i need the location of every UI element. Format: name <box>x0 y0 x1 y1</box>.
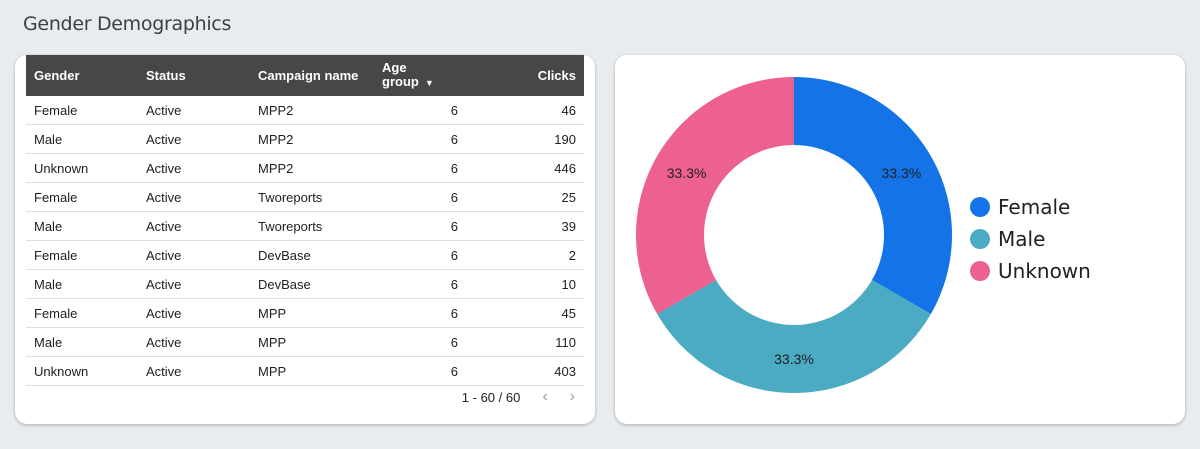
cell-clicks: 403 <box>466 356 584 386</box>
table-row[interactable]: Female Active MPP 6 45 <box>26 298 584 328</box>
pagination-range: 1 - 60 / 60 <box>461 389 521 405</box>
cell-gender: Unknown <box>26 153 138 183</box>
cell-age-group: 6 <box>374 153 466 183</box>
table-row[interactable]: Unknown Active MPP 6 403 <box>26 356 584 386</box>
cell-clicks: 110 <box>466 327 584 357</box>
legend-swatch <box>970 261 990 281</box>
table-row[interactable]: Female Active MPP2 6 46 <box>26 96 584 125</box>
cell-gender: Female <box>26 240 138 270</box>
table-row[interactable]: Unknown Active MPP2 6 446 <box>26 153 584 183</box>
cell-gender: Male <box>26 327 138 357</box>
cell-gender: Male <box>26 211 138 241</box>
cell-status: Active <box>138 298 250 328</box>
chart-legend: Female Male Unknown <box>970 191 1091 287</box>
table-row[interactable]: Female Active DevBase 6 2 <box>26 240 584 270</box>
cell-gender: Female <box>26 182 138 212</box>
cell-campaign-name: DevBase <box>250 240 374 270</box>
donut-chart: 33.3% 33.3% 33.3% <box>636 77 952 393</box>
slice-male[interactable] <box>657 280 931 393</box>
cell-status: Active <box>138 124 250 154</box>
cell-gender: Female <box>26 298 138 328</box>
legend-swatch <box>970 197 990 217</box>
column-header-campaign-name[interactable]: Campaign name <box>258 67 359 83</box>
column-header-clicks[interactable]: Clicks <box>537 67 576 83</box>
cell-clicks: 45 <box>466 298 584 328</box>
table-row[interactable]: Male Active Tworeports 6 39 <box>26 211 584 241</box>
column-header-status[interactable]: Status <box>146 67 186 83</box>
cell-age-group: 6 <box>374 211 466 241</box>
cell-clicks: 25 <box>466 182 584 212</box>
cell-campaign-name: MPP2 <box>250 153 374 183</box>
table-header-row: Gender Status Campaign name Age group ▼ C… <box>26 55 584 96</box>
slice-female[interactable] <box>794 77 952 314</box>
cell-status: Active <box>138 240 250 270</box>
cell-age-group: 6 <box>374 182 466 212</box>
cell-age-group: 6 <box>374 356 466 386</box>
legend-item-unknown[interactable]: Unknown <box>970 255 1091 287</box>
cell-age-group: 6 <box>374 269 466 299</box>
cell-clicks: 10 <box>466 269 584 299</box>
slice-label-unknown: 33.3% <box>667 165 707 181</box>
cell-campaign-name: MPP2 <box>250 124 374 154</box>
cell-gender: Male <box>26 269 138 299</box>
cell-gender: Male <box>26 124 138 154</box>
table-card: Gender Status Campaign name Age group ▼ C… <box>15 55 595 424</box>
legend-swatch <box>970 229 990 249</box>
cell-age-group: 6 <box>374 327 466 357</box>
cell-campaign-name: Tworeports <box>250 182 374 212</box>
sort-desc-icon: ▼ <box>424 78 434 88</box>
cell-status: Active <box>138 356 250 386</box>
cell-age-group: 6 <box>374 240 466 270</box>
cell-age-group: 6 <box>374 96 466 125</box>
cell-clicks: 2 <box>466 240 584 270</box>
column-header-age-group[interactable]: Age group ▼ <box>374 55 466 96</box>
legend-label: Unknown <box>998 259 1091 283</box>
age-group-label: Age group <box>382 60 419 89</box>
chevron-left-icon[interactable]: ‹ <box>542 388 548 405</box>
cell-clicks: 46 <box>466 96 584 125</box>
cell-age-group: 6 <box>374 298 466 328</box>
cell-clicks: 446 <box>466 153 584 183</box>
demographics-table: Gender Status Campaign name Age group ▼ C… <box>26 55 584 386</box>
cell-status: Active <box>138 269 250 299</box>
legend-label: Male <box>998 227 1046 251</box>
cell-gender: Unknown <box>26 356 138 386</box>
cell-clicks: 190 <box>466 124 584 154</box>
table-row[interactable]: Female Active Tworeports 6 25 <box>26 182 584 212</box>
chart-card: 33.3% 33.3% 33.3% Female Male Unknown <box>615 55 1185 424</box>
table-row[interactable]: Male Active MPP 6 110 <box>26 327 584 357</box>
column-header-gender[interactable]: Gender <box>34 67 80 83</box>
cell-campaign-name: MPP <box>250 298 374 328</box>
cell-campaign-name: MPP <box>250 327 374 357</box>
cell-status: Active <box>138 182 250 212</box>
slice-label-female: 33.3% <box>882 165 922 181</box>
legend-label: Female <box>998 195 1071 219</box>
table-row[interactable]: Male Active MPP2 6 190 <box>26 124 584 154</box>
cell-age-group: 6 <box>374 124 466 154</box>
cell-status: Active <box>138 96 250 125</box>
legend-item-male[interactable]: Male <box>970 223 1091 255</box>
cell-status: Active <box>138 211 250 241</box>
cell-gender: Female <box>26 96 138 125</box>
cell-clicks: 39 <box>466 211 584 241</box>
slice-unknown[interactable] <box>636 77 794 314</box>
page-title: Gender Demographics <box>23 13 232 35</box>
slice-label-male: 33.3% <box>774 351 814 367</box>
cell-campaign-name: MPP2 <box>250 96 374 125</box>
cell-campaign-name: DevBase <box>250 269 374 299</box>
cell-campaign-name: MPP <box>250 356 374 386</box>
pagination: 1 - 60 / 60 ‹ › <box>462 388 575 406</box>
cell-campaign-name: Tworeports <box>250 211 374 241</box>
chevron-right-icon[interactable]: › <box>569 388 575 405</box>
cell-status: Active <box>138 153 250 183</box>
table-row[interactable]: Male Active DevBase 6 10 <box>26 269 584 299</box>
cell-status: Active <box>138 327 250 357</box>
legend-item-female[interactable]: Female <box>970 191 1091 223</box>
